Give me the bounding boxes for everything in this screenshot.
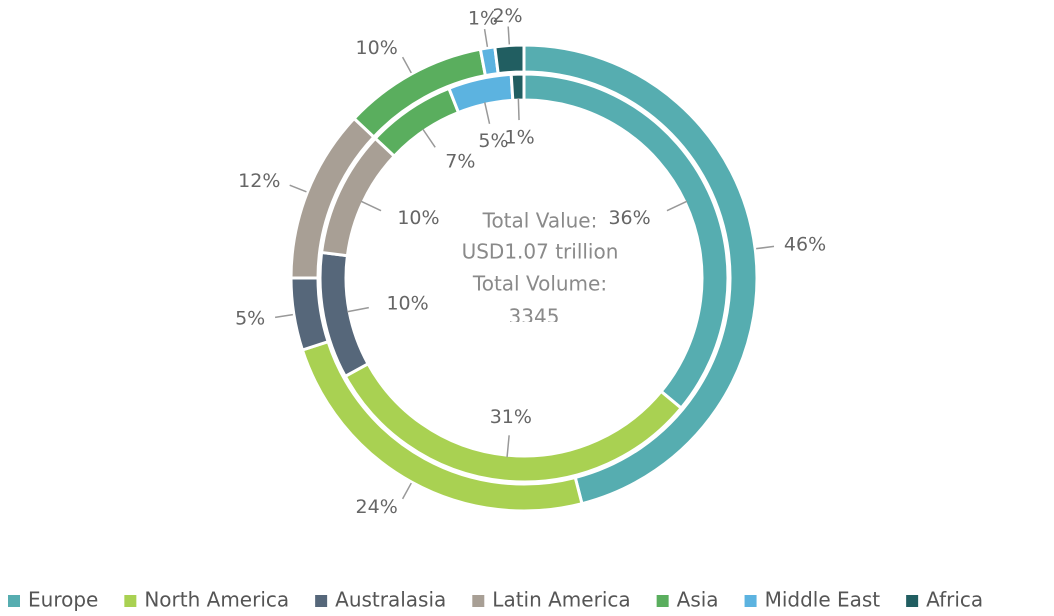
legend-swatch: [472, 595, 485, 607]
annotation: 3345: [509, 305, 560, 329]
legend-label: North America: [144, 588, 289, 612]
leader-line: [756, 245, 775, 250]
leader-line: [666, 200, 688, 212]
annotation: Total Value:: [482, 209, 598, 233]
leader-line: [484, 102, 491, 124]
slice: [493, 43, 526, 76]
leader-line: [506, 435, 510, 458]
data-label: 7%: [445, 151, 475, 173]
leader-line: [422, 128, 436, 148]
data-label: 36%: [608, 207, 650, 229]
center-text: Total Value: USD1.07 trillion Total Volu…: [462, 209, 619, 329]
data-label: 31%: [490, 406, 532, 428]
leader-line: [274, 313, 293, 319]
legend-label: Middle East: [765, 588, 881, 612]
leader-line: [483, 28, 489, 47]
legend-swatch: [744, 595, 757, 607]
data-label: 1%: [505, 127, 535, 149]
annotation: Total Volume:: [472, 272, 607, 296]
leader-line: [401, 56, 412, 74]
leader-line: [360, 200, 382, 212]
leader-line: [347, 306, 369, 313]
leader-line: [289, 184, 307, 193]
data-label: 10%: [397, 207, 439, 229]
data-label: 12%: [238, 170, 280, 192]
leader-line: [507, 26, 511, 45]
data-label: 1%: [468, 8, 498, 30]
data-label: 5%: [478, 130, 508, 152]
legend-swatch: [8, 595, 20, 607]
legend-swatch: [906, 595, 919, 607]
annotation: USD1.07 trillion: [462, 240, 619, 264]
data-label: 24%: [356, 496, 398, 518]
legend-label: Europe: [28, 588, 98, 612]
leader-line: [401, 482, 412, 500]
data-label: 10%: [356, 37, 398, 59]
legend: Europe North America Australasia Latin Amer…: [8, 588, 983, 612]
rings: 46%24%5%12%10%1%2%36%31%10%10%7%5%1%: [235, 5, 826, 518]
leader-line: [517, 98, 520, 121]
legend-label: Asia: [677, 588, 719, 612]
legend-swatch: [656, 595, 669, 607]
data-label: 46%: [784, 234, 826, 256]
legend-label: Australasia: [335, 588, 446, 612]
legend-swatch: [124, 595, 137, 607]
data-label: 2%: [492, 5, 522, 27]
legend-label: Latin America: [492, 588, 630, 612]
data-label: 10%: [386, 293, 428, 315]
legend-swatch: [315, 595, 328, 607]
data-label: 5%: [235, 307, 265, 329]
legend-label: Africa: [926, 588, 983, 612]
slice: [509, 72, 526, 102]
